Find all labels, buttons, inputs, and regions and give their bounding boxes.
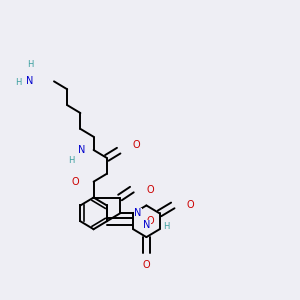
Text: H: H [163, 222, 169, 231]
Text: N: N [78, 145, 85, 155]
Text: N: N [143, 220, 150, 230]
Text: O: O [146, 184, 154, 195]
Text: N: N [134, 208, 142, 218]
Text: O: O [146, 216, 154, 226]
Text: O: O [72, 177, 80, 187]
Text: O: O [133, 140, 140, 150]
Text: N: N [26, 76, 34, 86]
Text: H: H [68, 156, 74, 165]
Text: H: H [27, 60, 33, 69]
Text: O: O [187, 200, 195, 210]
Text: H: H [15, 78, 21, 87]
Text: O: O [142, 260, 150, 270]
